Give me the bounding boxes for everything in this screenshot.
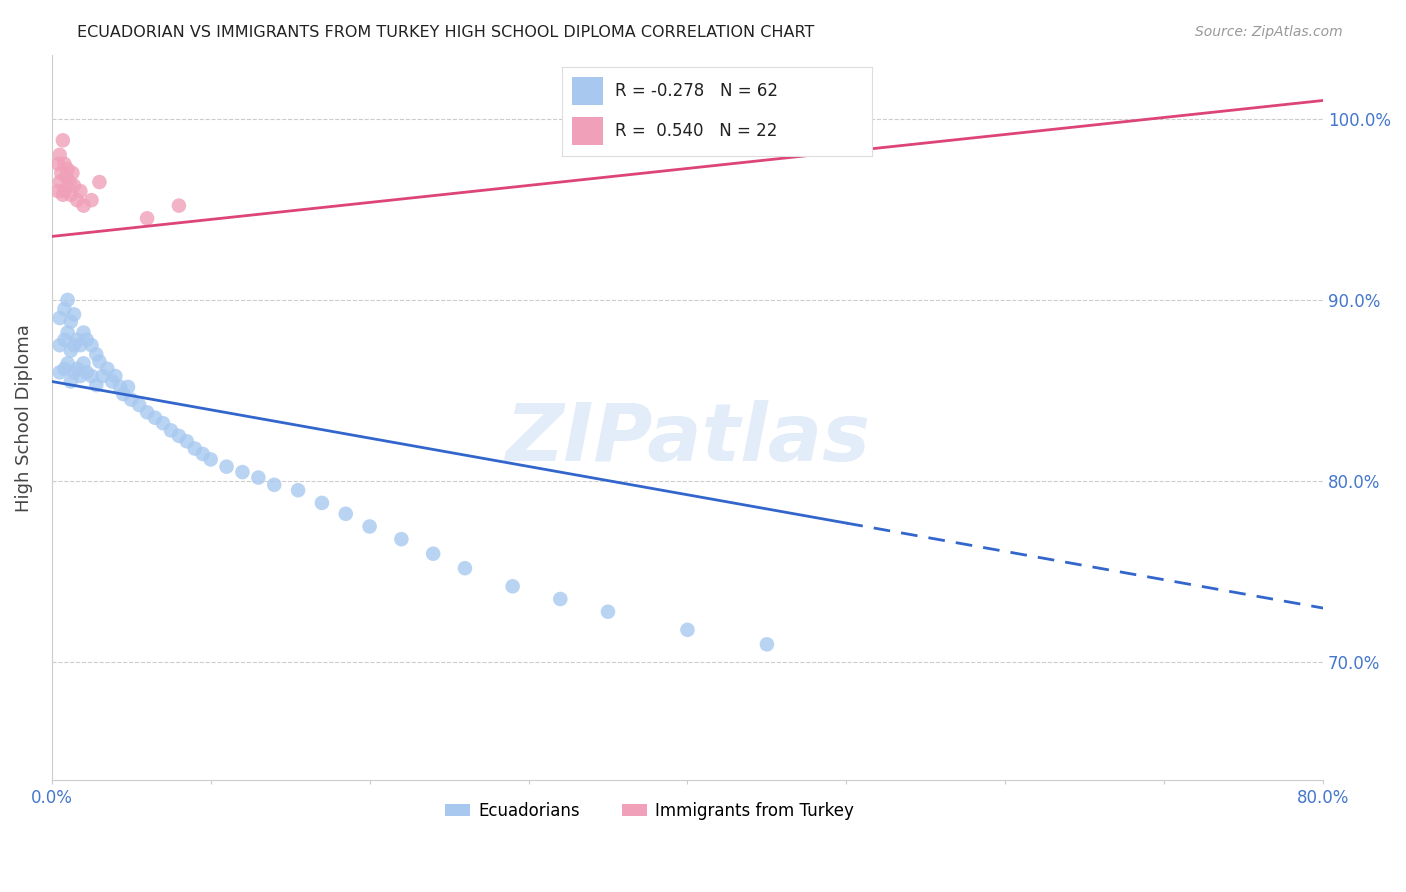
Point [48,311,70,326]
Point [52,187,75,202]
Bar [572,77,603,105]
Point [80,338,103,352]
Point [167,199,190,213]
Point [46,184,69,198]
Point [53,361,76,376]
Point [454,561,477,575]
Point [80,369,103,384]
Legend: Ecuadorians, Immigrants from Turkey: Ecuadorians, Immigrants from Turkey [439,795,860,826]
Point [62,166,84,180]
Point [755,637,778,651]
Point [84,347,107,361]
Point [53,184,76,198]
Point [66,193,89,207]
Point [96,361,118,376]
Point [80,193,103,207]
Point [48,338,70,352]
Text: R =  0.540   N = 22: R = 0.540 N = 22 [614,122,778,140]
Point [69,369,91,384]
Point [63,307,86,321]
Point [117,380,139,394]
Point [215,459,238,474]
Text: ZIPatlas: ZIPatlas [505,401,870,478]
Point [176,434,198,449]
Bar [572,117,603,145]
Point [56,293,79,307]
Point [66,361,89,376]
Point [101,375,124,389]
Point [263,477,285,491]
Point [66,333,89,347]
Point [51,166,73,180]
Point [136,211,159,226]
Point [191,447,214,461]
Point [56,356,79,370]
Point [91,369,114,384]
Point [89,354,111,368]
Point [84,378,107,392]
Point [104,369,127,384]
Point [56,162,79,177]
Point [359,519,381,533]
Point [72,326,94,340]
Point [72,199,94,213]
Point [59,315,82,329]
Point [52,133,75,147]
Point [76,365,98,379]
Point [152,416,174,430]
Point [231,465,253,479]
Point [112,387,135,401]
Point [48,365,70,379]
Point [72,356,94,370]
Point [48,148,70,162]
Text: ECUADORIAN VS IMMIGRANTS FROM TURKEY HIGH SCHOOL DIPLOMA CORRELATION CHART: ECUADORIAN VS IMMIGRANTS FROM TURKEY HIG… [77,25,814,40]
Point [53,301,76,316]
Point [422,547,444,561]
Point [136,405,159,419]
Point [46,157,69,171]
Point [311,496,333,510]
Point [53,157,76,171]
Point [335,507,357,521]
Text: R = -0.278   N = 62: R = -0.278 N = 62 [614,82,778,100]
Point [167,429,190,443]
Point [69,184,91,198]
Point [128,398,150,412]
Point [502,579,524,593]
Point [596,605,619,619]
Point [108,380,131,394]
Point [59,187,82,202]
Point [120,392,142,407]
Point [69,338,91,352]
Point [56,326,79,340]
Point [287,483,309,498]
Point [200,452,222,467]
Point [58,175,80,189]
Point [63,365,86,379]
Y-axis label: High School Diploma: High School Diploma [15,324,32,512]
Point [89,175,111,189]
Point [550,592,572,607]
Point [389,532,412,546]
Point [676,623,699,637]
Point [160,424,183,438]
Point [63,338,86,352]
Point [48,175,70,189]
Point [184,442,207,456]
Point [76,333,98,347]
Text: Source: ZipAtlas.com: Source: ZipAtlas.com [1195,25,1343,39]
Point [53,333,76,347]
Point [63,178,86,193]
Point [59,343,82,358]
Point [59,375,82,389]
Point [55,169,77,184]
Point [247,470,270,484]
Point [143,410,166,425]
